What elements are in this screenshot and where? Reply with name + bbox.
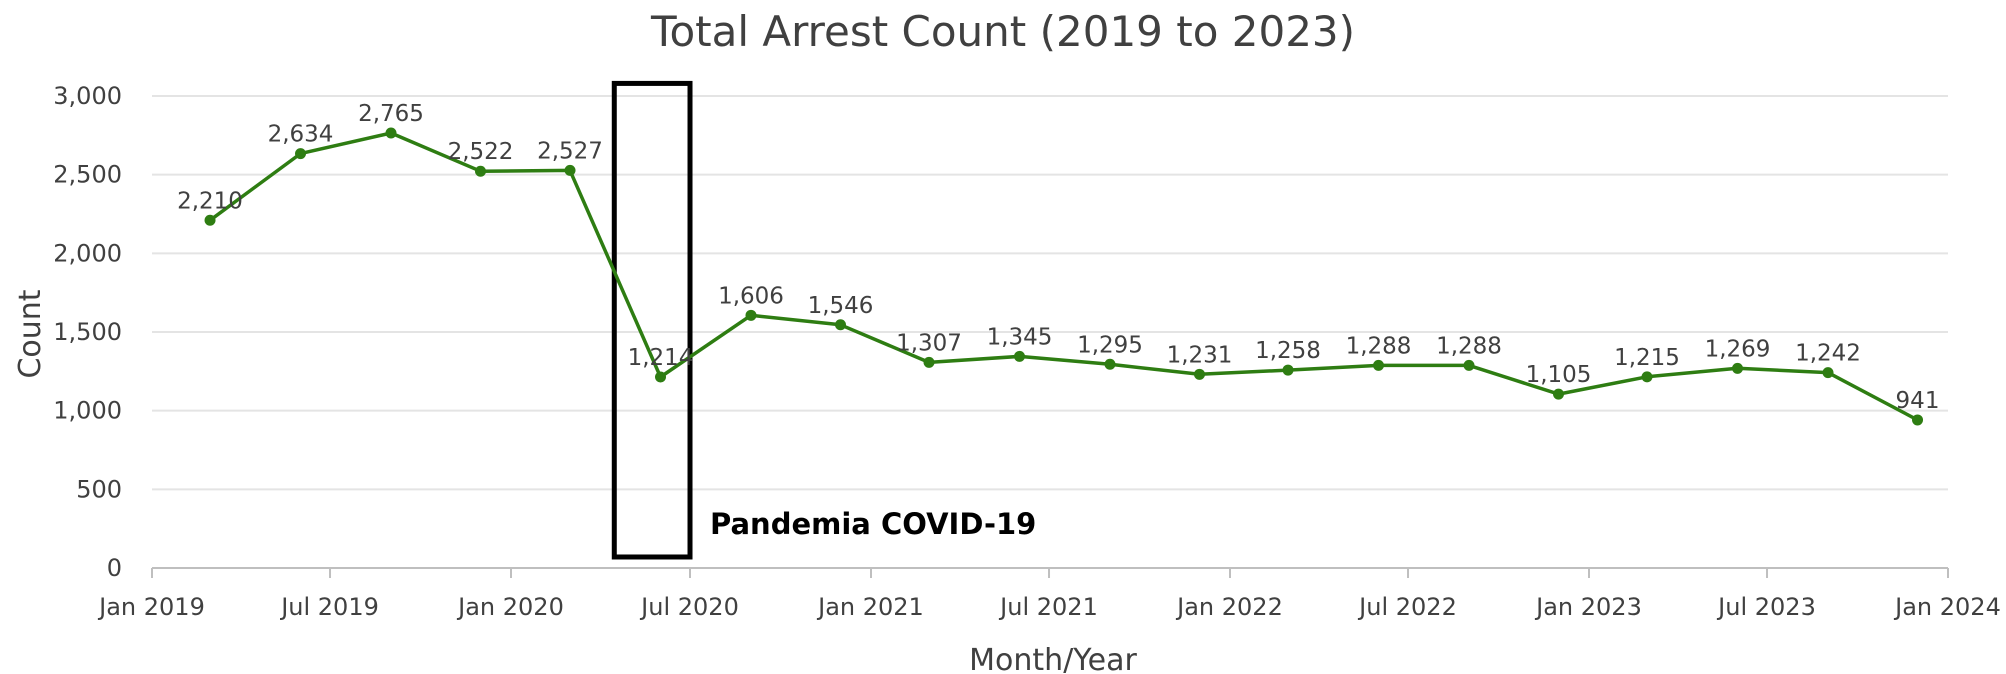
gridlines: [152, 95, 1948, 491]
data-label: 1,214: [628, 345, 694, 371]
data-label: 1,345: [987, 324, 1053, 350]
data-point: [1553, 388, 1565, 400]
data-label: 1,231: [1167, 342, 1233, 368]
data-label: 2,210: [177, 188, 243, 214]
x-tick-label: Jul 2022: [1357, 593, 1457, 621]
data-point: [1912, 414, 1924, 426]
data-point: [1282, 364, 1294, 376]
y-tick-label: 2,000: [53, 239, 122, 267]
data-point: [475, 165, 487, 177]
series-arrests: [204, 127, 1924, 426]
y-tick-label: 1,000: [53, 397, 122, 425]
x-tick-label: Jul 2023: [1716, 593, 1816, 621]
y-tick-label: 0: [107, 554, 122, 582]
data-point: [834, 319, 846, 331]
covid-annotation-box: [611, 80, 693, 560]
data-point: [1194, 368, 1206, 380]
x-tick-label: Jan 2023: [1534, 593, 1642, 621]
data-label: 1,288: [1436, 333, 1502, 359]
data-label: 1,242: [1795, 341, 1861, 367]
x-tick-label: Jan 2022: [1175, 593, 1283, 621]
data-point: [1732, 362, 1744, 374]
y-axis-title: Count: [13, 289, 48, 378]
data-point: [1104, 358, 1116, 370]
data-label: 2,634: [268, 122, 334, 148]
data-label: 2,765: [358, 101, 424, 127]
x-tick-label: Jan 2024: [1893, 593, 2001, 621]
data-label: 2,522: [448, 139, 514, 165]
data-point: [1373, 359, 1385, 371]
covid-annotation: Pandemia COVID-19: [611, 80, 1036, 560]
series-line: [208, 131, 1919, 422]
x-tick-label: Jan 2019: [97, 593, 205, 621]
data-label: 1,307: [896, 330, 962, 356]
data-point: [1641, 371, 1653, 383]
data-label: 1,258: [1255, 338, 1321, 364]
x-axis-title: Month/Year: [969, 643, 1137, 674]
chart-title: Total Arrest Count (2019 to 2023): [650, 7, 1355, 56]
y-tick-label: 2,500: [53, 161, 122, 189]
covid-annotation-label: Pandemia COVID-19: [710, 507, 1036, 541]
data-point: [655, 371, 667, 383]
axes: 0 500 1,000 1,500 2,000 2,500 3,000 Jan 2019 Jul…: [53, 82, 2001, 621]
data-label: 1,295: [1077, 332, 1143, 358]
data-label: 941: [1896, 388, 1940, 414]
data-point: [745, 309, 757, 321]
data-point: [1822, 367, 1834, 379]
data-label: 1,606: [718, 283, 784, 309]
data-point: [204, 214, 216, 226]
data-point: [1463, 359, 1475, 371]
y-tick-label: 3,000: [53, 82, 122, 110]
x-tick-label: Jul 2019: [279, 593, 379, 621]
data-label: 1,546: [808, 293, 874, 319]
data-point: [923, 356, 935, 368]
data-label: 1,288: [1346, 333, 1412, 359]
data-labels: 2,210 2,634 2,765 2,522 2,527 1,214 1,606 1,546…: [177, 101, 1939, 414]
data-label: 1,269: [1705, 336, 1771, 362]
y-tick-label: 1,500: [53, 318, 122, 346]
y-tick-label: 500: [76, 475, 122, 503]
x-tick-label: Jul 2020: [639, 593, 739, 621]
data-label: 2,527: [537, 138, 603, 164]
x-tick-label: Jan 2021: [816, 593, 924, 621]
data-label: 1,105: [1526, 362, 1592, 388]
data-point: [1014, 350, 1026, 362]
data-point: [295, 148, 307, 160]
data-point: [385, 127, 397, 139]
data-label: 1,215: [1614, 345, 1680, 371]
x-tick-label: Jul 2021: [998, 593, 1098, 621]
data-point: [564, 164, 576, 176]
x-tick-label: Jan 2020: [456, 593, 564, 621]
